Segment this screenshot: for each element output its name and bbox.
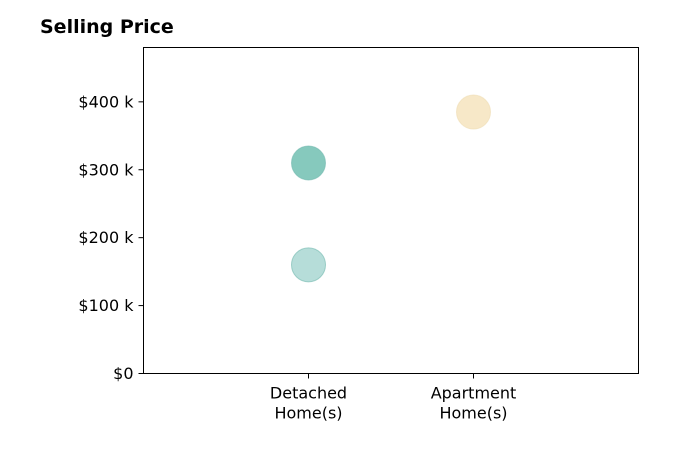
y-tick-label: $200 k <box>78 228 134 247</box>
x-axis: Detached Home(s) Apartment Home(s) <box>270 373 517 423</box>
y-tick-label: $100 k <box>78 296 134 315</box>
data-point <box>291 247 326 283</box>
x-tick-label: Apartment Home(s) <box>431 384 517 423</box>
y-axis: $0 $100 k $200 k $300 k $400 k <box>78 92 144 383</box>
y-tick-label: $0 <box>113 364 133 383</box>
y-tick-label: $400 k <box>78 92 134 111</box>
data-point <box>291 145 326 181</box>
x-tick-label: Detached Home(s) <box>270 384 347 423</box>
y-tick-label: $300 k <box>78 160 134 179</box>
data-point <box>456 94 491 130</box>
data-points <box>291 94 491 283</box>
chart-title: Selling Price <box>40 16 174 38</box>
plot-frame <box>143 47 639 374</box>
